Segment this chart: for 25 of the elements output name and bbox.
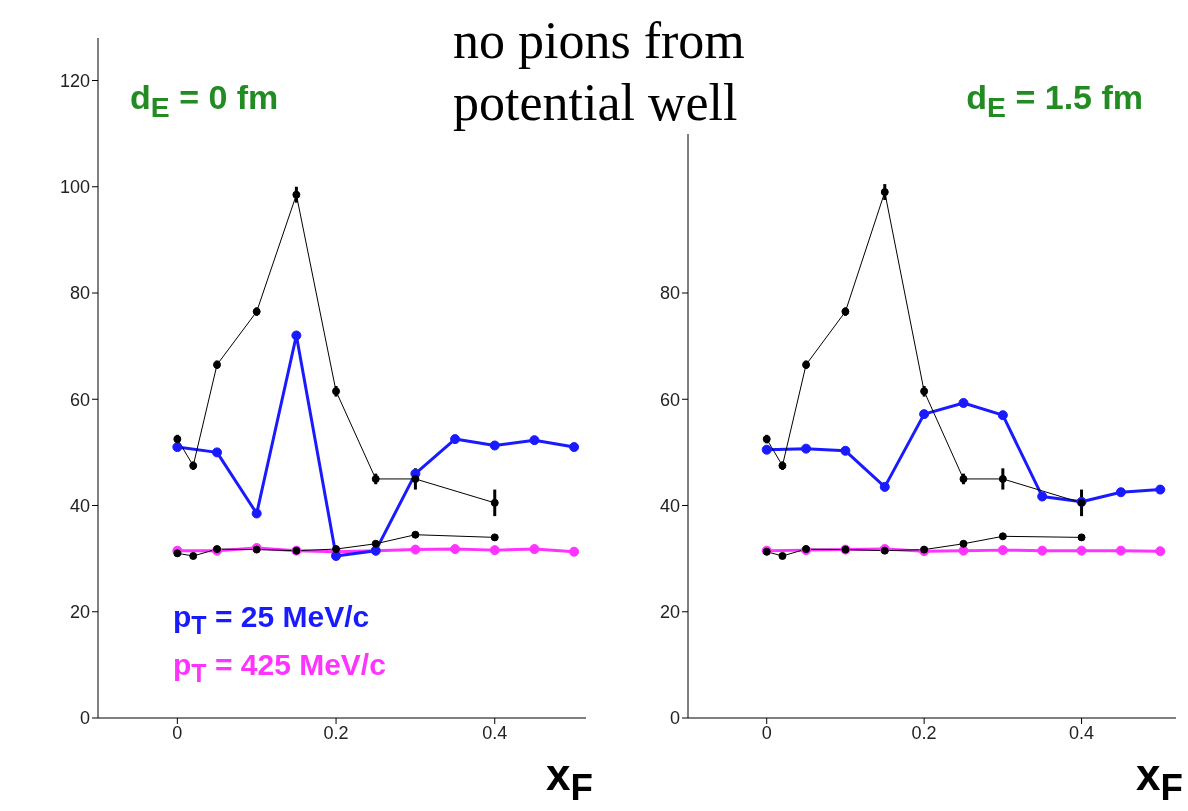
annotation: d$_{E}$ = 0 fm: [130, 78, 279, 124]
text: p$_{T}$ = 425 MeV/c: [173, 647, 386, 689]
x-tick-label: 0.4: [482, 722, 508, 743]
y-tick-label: 40: [659, 495, 680, 516]
y-tick-label: 40: [69, 495, 90, 516]
y-tick-label: 80: [659, 283, 680, 304]
x-tick-label: 0: [761, 722, 772, 743]
x-axis-title: x$_{F}$: [546, 750, 593, 809]
x-tick-label: 0.2: [323, 722, 349, 743]
y-tick-label: 60: [659, 389, 680, 410]
y-tick-label: 100: [59, 177, 90, 198]
y-tick-label: 20: [69, 602, 90, 623]
annotation: no pions from potential well: [453, 10, 838, 134]
y-tick-label: 60: [69, 389, 90, 410]
y-tick-label: 0: [79, 708, 90, 729]
x-tick-label: 0: [172, 722, 183, 743]
y-tick-label: 80: [69, 283, 90, 304]
x-tick-label: 0.2: [911, 722, 937, 743]
series-label: p$_{T}$ = 25 MeV/c: [173, 599, 371, 641]
y-tick-label: 0: [669, 708, 680, 729]
x-tick-label: 0.4: [1069, 722, 1095, 743]
y-tick-label: 120: [59, 70, 90, 91]
y-tick-label: 20: [659, 602, 680, 623]
annotation: d$_{E}$ = 1.5 fm: [966, 78, 1143, 124]
x-axis-title: x$_{F}$: [1136, 750, 1183, 809]
